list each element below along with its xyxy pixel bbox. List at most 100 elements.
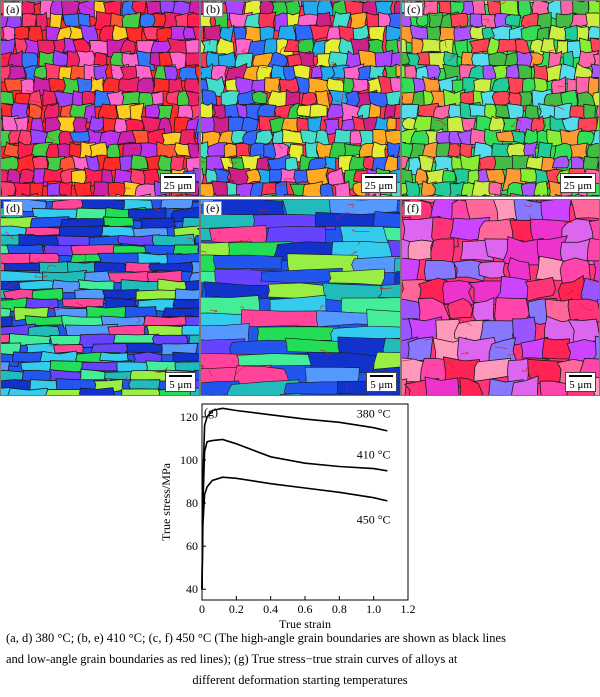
grain xyxy=(198,95,199,104)
low-angle-boundary xyxy=(507,353,517,356)
low-angle-boundary xyxy=(209,39,212,45)
low-angle-boundary xyxy=(270,183,285,190)
grain xyxy=(213,254,283,270)
grain xyxy=(201,195,205,196)
grain xyxy=(45,389,86,395)
low-angle-boundary xyxy=(580,303,593,311)
x-tick-label: 1.2 xyxy=(401,602,416,616)
low-angle-boundary xyxy=(126,376,130,381)
low-angle-boundary xyxy=(239,238,250,242)
grain-map xyxy=(402,1,599,196)
grain xyxy=(177,66,199,83)
grain xyxy=(511,375,539,395)
grain xyxy=(172,298,199,310)
figure-caption: (a, d) 380 °C; (b, e) 410 °C; (c, f) 450… xyxy=(6,628,594,691)
grain xyxy=(392,103,400,122)
grain xyxy=(21,192,39,196)
grain xyxy=(592,91,599,107)
grain xyxy=(209,394,218,395)
low-angle-boundary xyxy=(511,121,517,128)
grain xyxy=(201,282,204,299)
grain xyxy=(138,193,152,196)
grain xyxy=(539,380,569,395)
ebsd-map-a: (a) 25 μm xyxy=(0,0,200,197)
grain xyxy=(38,195,51,196)
y-tick-label: 120 xyxy=(180,410,198,424)
x-tick-label: 1.0 xyxy=(366,602,381,616)
low-angle-boundary xyxy=(460,352,469,355)
grain xyxy=(596,105,599,118)
grain xyxy=(188,334,199,344)
caption-line-1: (a, d) 380 °C; (b, e) 410 °C; (c, f) 450… xyxy=(6,631,506,645)
grain xyxy=(586,142,599,161)
low-angle-boundary xyxy=(319,305,326,310)
grain xyxy=(279,393,298,395)
grain xyxy=(201,89,218,107)
low-angle-boundary xyxy=(352,229,370,232)
low-angle-boundary xyxy=(334,93,344,102)
low-angle-boundary xyxy=(577,292,584,296)
grain xyxy=(197,143,199,154)
grain xyxy=(24,297,59,310)
low-angle-boundary xyxy=(565,290,574,296)
x-axis-label: True strain xyxy=(279,617,331,630)
caption-line-3: different deformation starting temperatu… xyxy=(192,673,408,687)
y-tick-label: 100 xyxy=(180,453,198,467)
grain xyxy=(542,337,574,360)
low-angle-boundary xyxy=(334,181,347,189)
grain xyxy=(236,353,314,367)
grain-map xyxy=(1,200,199,395)
grain xyxy=(481,195,493,196)
series-line xyxy=(201,438,388,590)
grain xyxy=(491,90,511,106)
series-line xyxy=(201,407,388,590)
grain xyxy=(488,181,503,196)
grain xyxy=(174,288,199,301)
grain xyxy=(350,78,369,92)
ebsd-map-d: (d) 5 μm xyxy=(0,199,200,396)
x-tick-label: 0.4 xyxy=(263,602,278,616)
low-angle-boundary xyxy=(201,250,207,253)
low-angle-boundary xyxy=(209,309,218,313)
y-tick-label: 80 xyxy=(186,496,198,510)
grain xyxy=(351,256,400,275)
grain xyxy=(394,271,400,286)
low-angle-boundary xyxy=(515,119,522,125)
low-angle-boundary xyxy=(335,212,350,219)
low-angle-boundary xyxy=(235,366,247,375)
grain xyxy=(380,193,393,196)
ebsd-map-b: (b) 25 μm xyxy=(200,0,401,197)
low-angle-boundary xyxy=(497,1,507,5)
low-angle-boundary xyxy=(380,287,393,289)
low-angle-boundary xyxy=(203,239,217,243)
grain xyxy=(196,227,199,231)
low-angle-boundary xyxy=(83,79,95,86)
grain xyxy=(377,283,400,299)
low-angle-boundary xyxy=(483,18,490,23)
grain xyxy=(284,193,302,196)
grain xyxy=(447,143,462,158)
low-angle-boundary xyxy=(427,156,434,160)
grain xyxy=(297,50,315,68)
panel-label: (c) xyxy=(404,2,424,17)
low-angle-boundary xyxy=(345,384,349,391)
scale-bar: 5 μm xyxy=(165,372,196,392)
grain xyxy=(187,12,199,29)
grain xyxy=(131,1,147,15)
low-angle-boundary xyxy=(523,203,532,207)
grain xyxy=(504,14,522,27)
low-angle-boundary xyxy=(5,231,14,240)
grain xyxy=(533,180,549,196)
grain xyxy=(194,235,199,245)
grain xyxy=(1,196,9,197)
scale-bar: 25 μm xyxy=(559,173,596,193)
grain xyxy=(393,1,400,17)
grain xyxy=(449,13,469,29)
series-label: 450 °C xyxy=(357,513,391,527)
low-angle-boundary xyxy=(521,367,527,373)
grain xyxy=(106,143,121,159)
grain xyxy=(99,351,130,362)
low-angle-boundary xyxy=(79,254,86,263)
low-angle-boundary xyxy=(156,367,168,373)
panel-label: (b) xyxy=(203,2,223,17)
